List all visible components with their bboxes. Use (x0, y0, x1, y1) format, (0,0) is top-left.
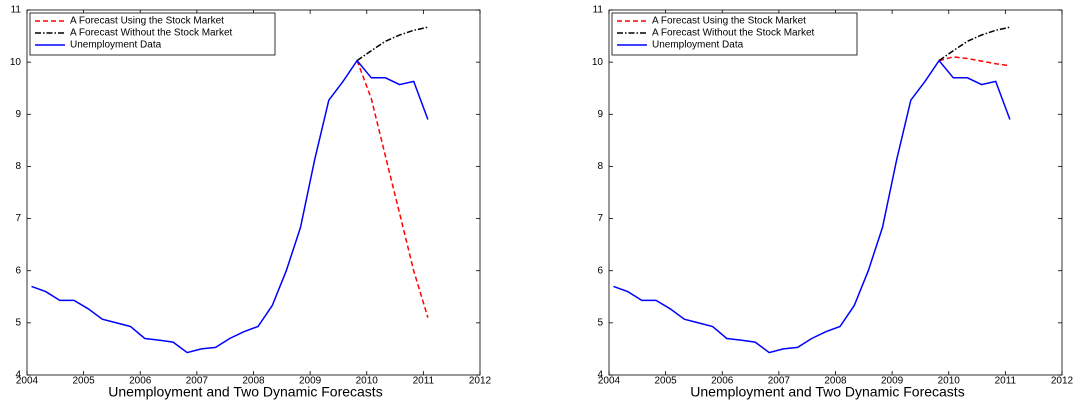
legend-label: A Forecast Without the Stock Market (70, 28, 233, 39)
x-tick-label: 2011 (995, 376, 1017, 387)
series-line (356, 60, 429, 318)
y-tick-label: 9 (597, 109, 603, 120)
series-line (31, 59, 429, 354)
x-tick-label: 2010 (938, 376, 961, 387)
plot-frame (26, 9, 481, 376)
x-tick-label: 2008 (824, 376, 847, 387)
x-tick-label: 2012 (469, 376, 492, 387)
series-line (938, 56, 1011, 67)
x-tick-label: 2006 (129, 376, 152, 387)
legend-label: A Forecast Without the Stock Market (652, 28, 815, 39)
x-tick-label: 2011 (413, 376, 435, 387)
x-tick-label: 2007 (768, 376, 791, 387)
y-tick-label: 5 (597, 317, 603, 328)
x-tick-label: 2007 (186, 376, 209, 387)
y-tick-label: 10 (10, 57, 22, 68)
series-line (938, 26, 1011, 62)
y-tick-label: 11 (593, 5, 604, 16)
x-tick-label: 2006 (711, 376, 734, 387)
series-line (356, 26, 429, 62)
y-tick-label: 8 (15, 161, 21, 172)
x-tick-label: 2009 (881, 376, 904, 387)
legend-label: A Forecast Using the Stock Market (70, 16, 224, 27)
y-tick-label: 8 (597, 161, 603, 172)
x-tick-label: 2009 (299, 376, 322, 387)
series-line (613, 59, 1011, 354)
y-tick-label: 5 (15, 317, 21, 328)
y-tick-label: 4 (15, 370, 21, 381)
y-tick-label: 4 (597, 370, 603, 381)
x-tick-label: 2012 (1051, 376, 1073, 387)
plot-frame (608, 9, 1063, 376)
legend-label: Unemployment Data (652, 40, 744, 51)
x-tick-label: 2004 (16, 376, 39, 387)
x-tick-label: 2005 (655, 376, 678, 387)
y-tick-label: 7 (15, 213, 21, 224)
y-tick-label: 9 (15, 109, 21, 120)
chart-title: Unemployment and Two Dynamic Forecasts (690, 384, 964, 400)
y-tick-label: 6 (597, 265, 603, 276)
y-tick-label: 11 (11, 5, 22, 16)
x-tick-label: 2005 (73, 376, 96, 387)
y-tick-label: 7 (597, 213, 603, 224)
legend-label: Unemployment Data (70, 40, 162, 51)
x-tick-label: 2010 (356, 376, 379, 387)
x-tick-label: 2008 (242, 376, 265, 387)
y-tick-label: 10 (592, 57, 604, 68)
chart-title: Unemployment and Two Dynamic Forecasts (108, 384, 382, 400)
legend-label: A Forecast Using the Stock Market (652, 16, 806, 27)
legend-box (611, 12, 858, 56)
x-tick-label: 2004 (598, 376, 621, 387)
legend-box (29, 12, 276, 56)
y-tick-label: 6 (15, 265, 21, 276)
